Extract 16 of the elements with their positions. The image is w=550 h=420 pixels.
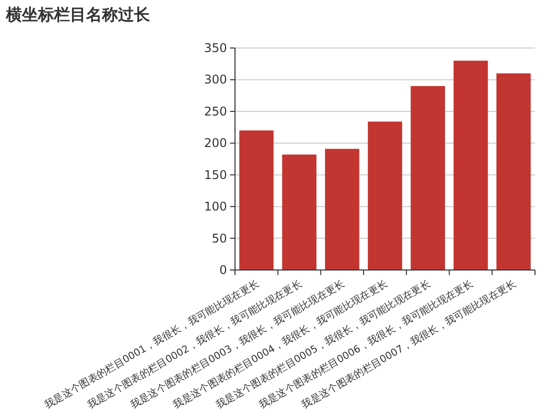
- y-tick-label: 50: [212, 231, 227, 246]
- y-tick-label: 300: [204, 72, 227, 87]
- bar: [410, 86, 445, 270]
- y-tick-label: 150: [204, 168, 227, 182]
- bar: [325, 148, 360, 270]
- bar: [282, 154, 316, 270]
- bar: [454, 60, 488, 270]
- y-tick-label: 200: [204, 136, 227, 150]
- bar: [368, 122, 402, 270]
- y-tick-label: 100: [204, 200, 227, 214]
- text: 横坐标栏目名称过长: [5, 5, 151, 24]
- y-tick-label: 250: [204, 104, 227, 118]
- bar: [239, 130, 274, 270]
- y-tick-label: 350: [204, 41, 227, 55]
- y-tick-label: 0: [219, 263, 227, 277]
- bar: [496, 73, 531, 270]
